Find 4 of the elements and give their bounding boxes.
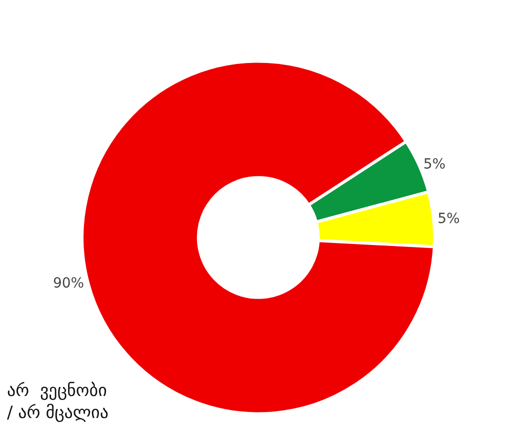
data-label: 5% [438, 210, 460, 227]
text: არ ვეცნობი / არ მცალია [7, 381, 108, 424]
data-label: 5% [423, 156, 446, 172]
data-label: 90% [52, 276, 84, 292]
